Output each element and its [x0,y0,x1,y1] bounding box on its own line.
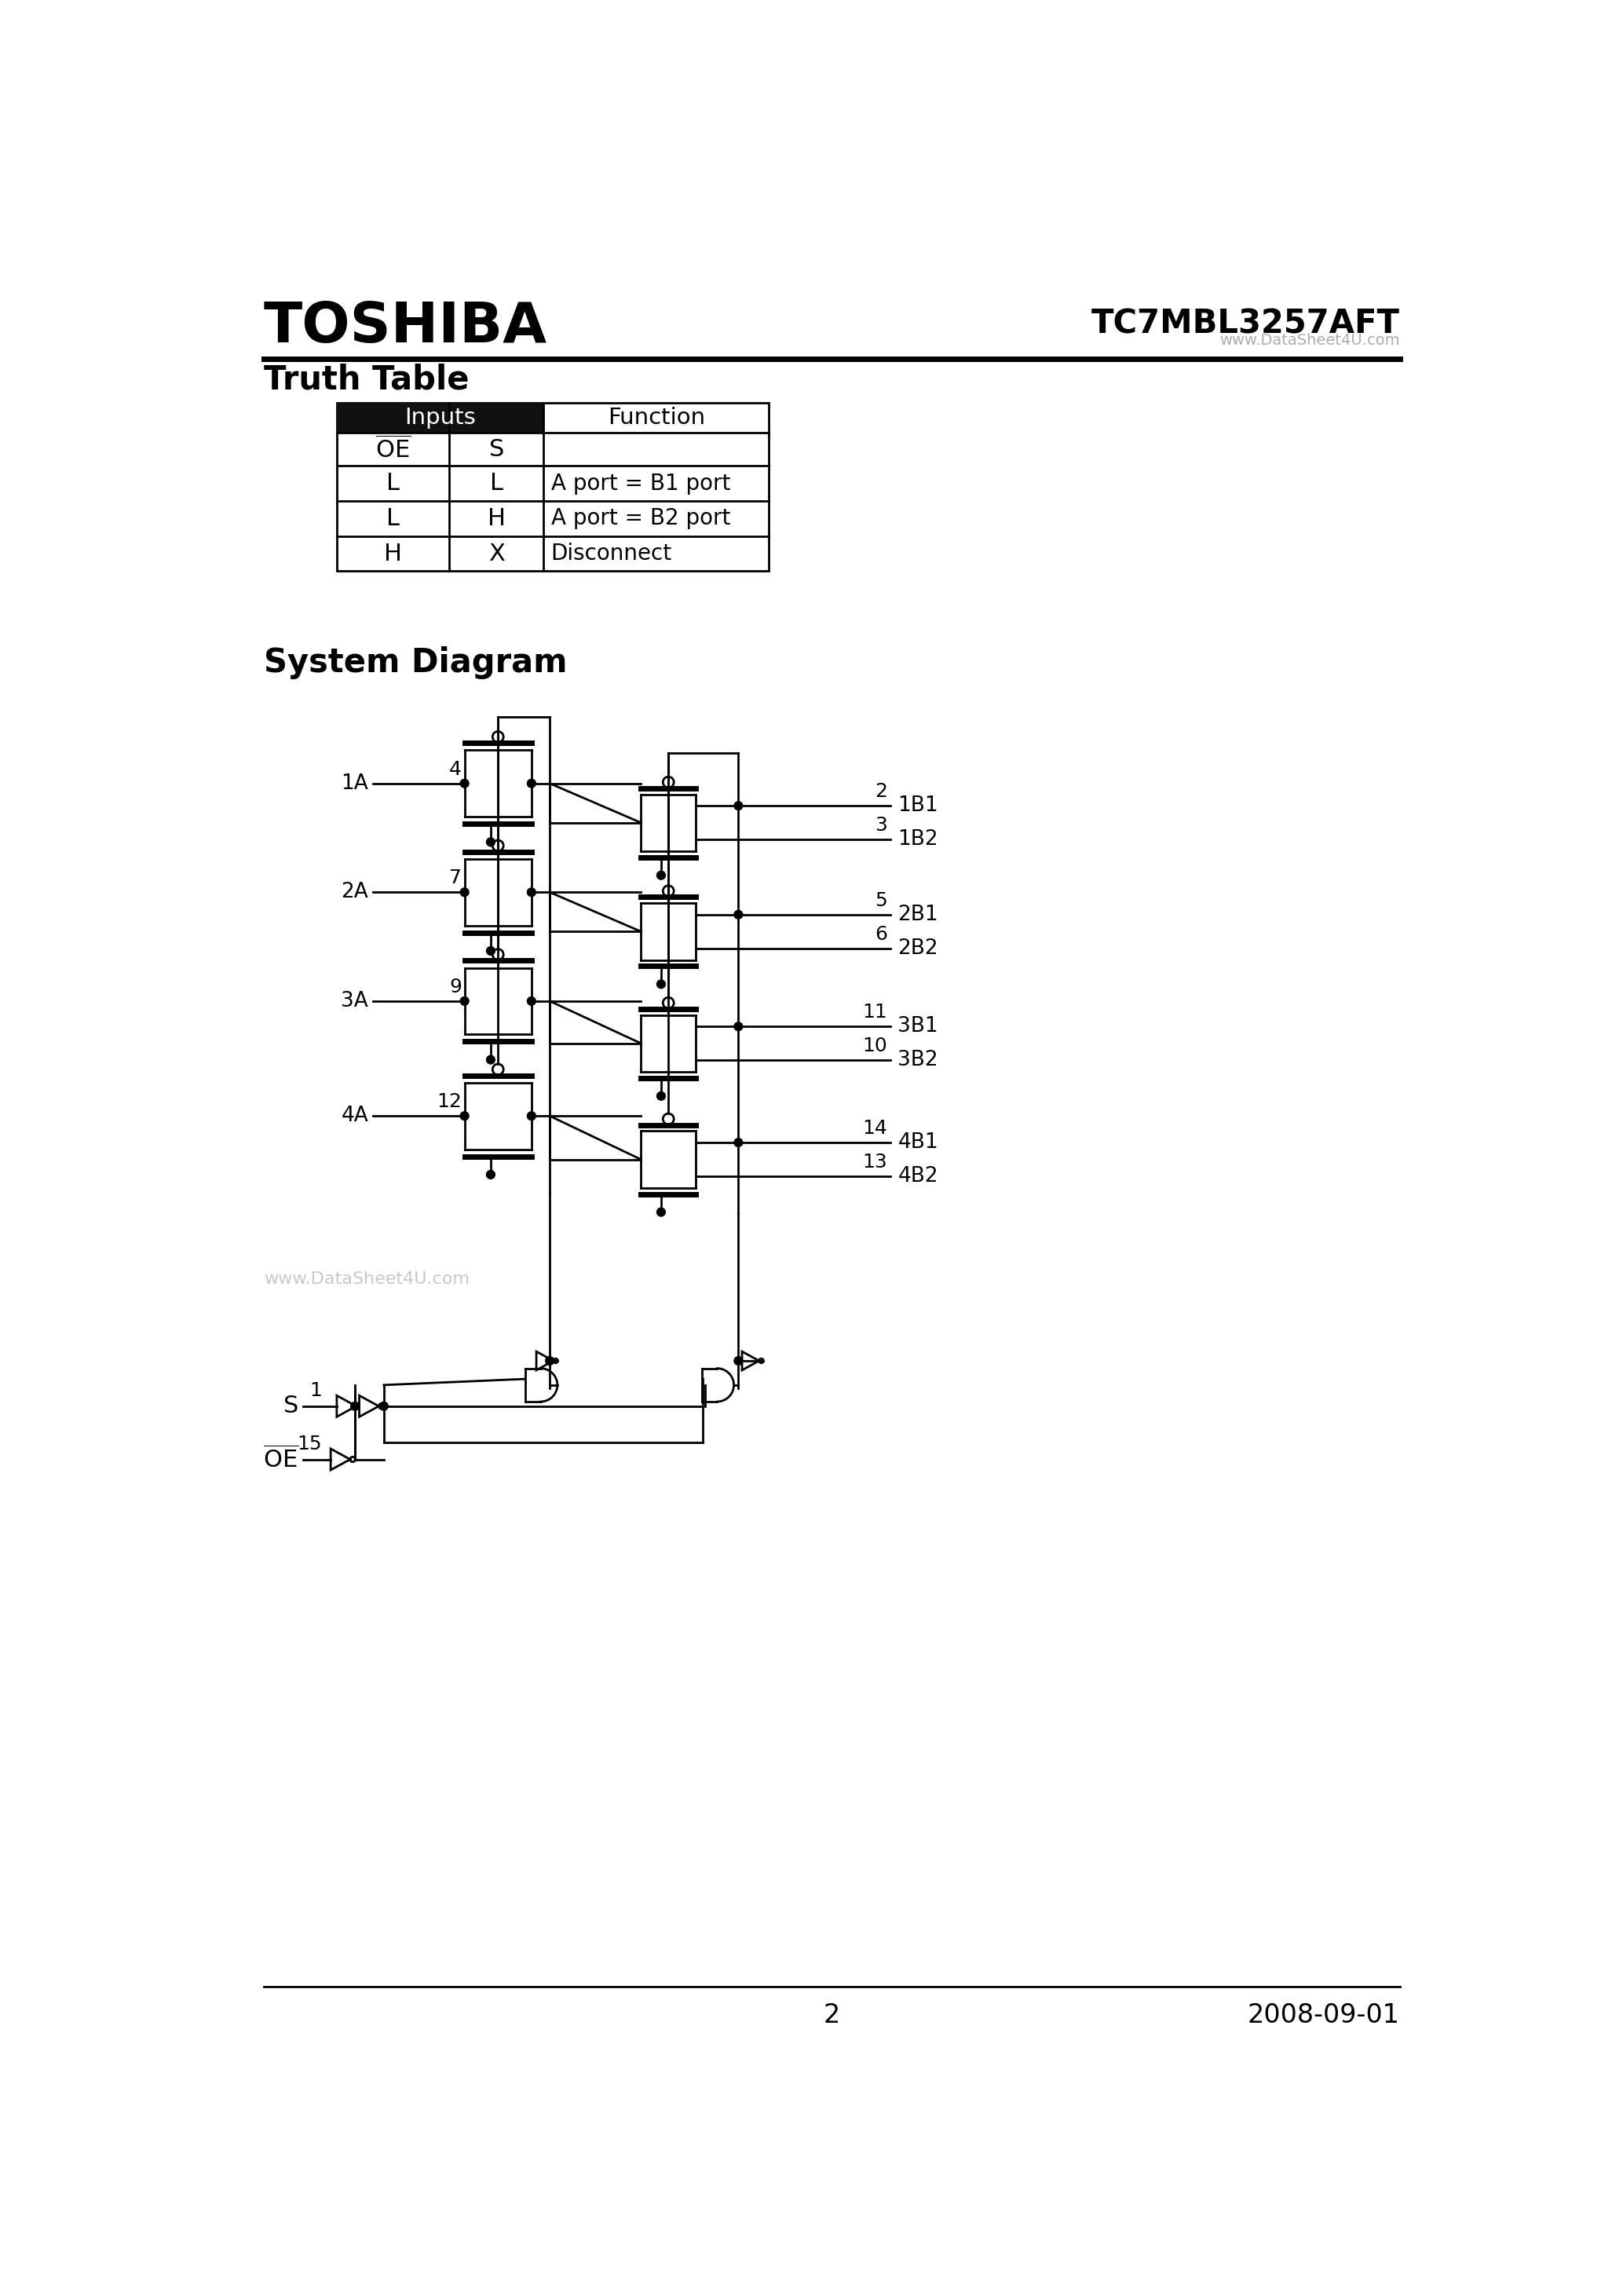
Text: 1A: 1A [341,774,368,794]
Circle shape [487,838,495,847]
Text: www.DataSheet4U.com: www.DataSheet4U.com [263,1272,469,1288]
Circle shape [527,1111,536,1120]
Text: 14: 14 [862,1118,888,1139]
Circle shape [657,870,665,879]
Text: H: H [487,507,505,530]
Bar [336,402,544,432]
Text: 2B1: 2B1 [898,905,938,925]
Text: 1: 1 [310,1382,321,1401]
Text: 10: 10 [862,1035,888,1056]
Bar [336,402,769,572]
Text: 13: 13 [862,1153,888,1171]
Text: A port = B1 port: A port = B1 port [550,473,730,494]
Text: 2B2: 2B2 [898,939,938,960]
Circle shape [461,889,469,895]
Circle shape [461,1111,469,1120]
Circle shape [380,1403,388,1410]
Text: S: S [282,1394,299,1417]
Text: System Diagram: System Diagram [263,645,566,680]
Text: X: X [489,542,505,565]
Circle shape [461,996,469,1006]
Text: 3B2: 3B2 [898,1049,938,1070]
Text: 15: 15 [297,1435,321,1453]
Text: 4A: 4A [341,1107,368,1125]
Text: 4B2: 4B2 [898,1166,938,1187]
Text: 11: 11 [862,1003,888,1022]
Text: $\overline{\mathrm{OE}}$: $\overline{\mathrm{OE}}$ [263,1446,299,1472]
Text: L: L [490,473,503,496]
Text: 5: 5 [875,891,888,909]
Text: L: L [386,507,399,530]
Text: 2A: 2A [341,882,368,902]
Circle shape [487,1056,495,1063]
Circle shape [527,778,536,788]
Text: S: S [489,439,505,461]
Circle shape [734,912,743,918]
Text: 4: 4 [450,760,461,778]
Text: 6: 6 [875,925,888,944]
Text: L: L [386,473,399,496]
Circle shape [734,1139,743,1146]
Circle shape [527,996,536,1006]
Circle shape [657,980,665,987]
Text: 3: 3 [875,815,888,836]
Circle shape [351,1403,359,1410]
Text: 12: 12 [437,1093,461,1111]
Text: 1B2: 1B2 [898,829,938,850]
Circle shape [734,801,743,810]
Text: 3B1: 3B1 [898,1017,938,1038]
Circle shape [545,1357,553,1366]
Text: 9: 9 [450,978,461,996]
Text: 3A: 3A [341,992,368,1010]
Circle shape [734,1022,743,1031]
Text: 2008-09-01: 2008-09-01 [1248,2002,1401,2027]
Text: Disconnect: Disconnect [550,542,672,565]
Text: TC7MBL3257AFT: TC7MBL3257AFT [1091,308,1401,340]
Text: A port = B2 port: A port = B2 port [550,507,730,530]
Text: Truth Table: Truth Table [263,363,469,395]
Text: 4B1: 4B1 [898,1132,938,1153]
Text: www.DataSheet4U.com: www.DataSheet4U.com [1219,333,1401,349]
Text: H: H [385,542,403,565]
Circle shape [657,1208,665,1217]
Circle shape [461,778,469,788]
Text: $\overline{\mathrm{OE}}$: $\overline{\mathrm{OE}}$ [375,436,411,464]
Text: Function: Function [607,406,704,429]
Circle shape [734,1357,743,1366]
Text: 2: 2 [823,2002,839,2027]
Text: 2: 2 [875,783,888,801]
Circle shape [487,1171,495,1178]
Text: Inputs: Inputs [404,406,476,429]
Circle shape [487,946,495,955]
Text: 1B1: 1B1 [898,797,938,815]
Circle shape [527,889,536,895]
Text: TOSHIBA: TOSHIBA [263,301,547,354]
Circle shape [657,1093,665,1100]
Text: 7: 7 [450,868,461,886]
